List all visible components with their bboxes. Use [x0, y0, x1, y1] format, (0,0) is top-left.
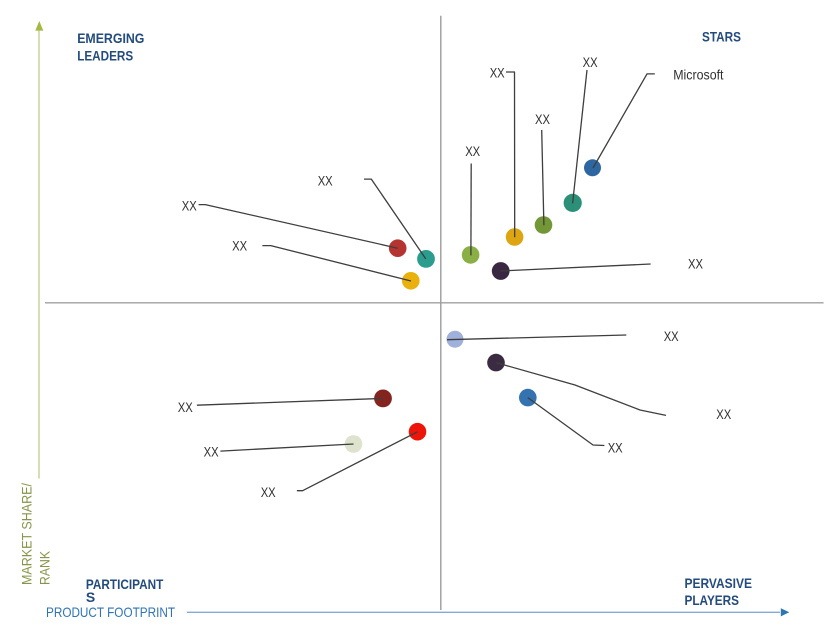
svg-text:XX: XX: [178, 399, 194, 415]
svg-text:PLAYERS: PLAYERS: [685, 592, 740, 608]
svg-text:XX: XX: [182, 197, 198, 213]
svg-text:XX: XX: [261, 484, 277, 500]
svg-text:PARTICIPANT: PARTICIPANT: [86, 576, 164, 592]
svg-text:PERVASIVE: PERVASIVE: [685, 575, 753, 591]
svg-text:EMERGING: EMERGING: [77, 30, 144, 46]
svg-text:XX: XX: [716, 406, 732, 422]
svg-text:PRODUCT FOOTPRINT: PRODUCT FOOTPRINT: [46, 604, 175, 620]
svg-text:XX: XX: [608, 439, 624, 455]
svg-text:XX: XX: [318, 172, 334, 188]
svg-text:LEADERS: LEADERS: [77, 48, 133, 64]
svg-text:XX: XX: [490, 65, 506, 81]
svg-text:XX: XX: [465, 143, 481, 159]
svg-text:XX: XX: [232, 238, 248, 254]
svg-text:RANK: RANK: [38, 551, 53, 585]
svg-text:XX: XX: [664, 328, 680, 344]
svg-text:XX: XX: [583, 54, 599, 70]
svg-text:Microsoft: Microsoft: [673, 67, 723, 83]
svg-text:XX: XX: [204, 444, 220, 460]
svg-text:S: S: [86, 589, 95, 605]
svg-text:XX: XX: [688, 255, 704, 271]
svg-text:XX: XX: [535, 111, 551, 127]
svg-text:MARKET SHARE/: MARKET SHARE/: [20, 483, 35, 585]
svg-text:STARS: STARS: [702, 29, 741, 45]
